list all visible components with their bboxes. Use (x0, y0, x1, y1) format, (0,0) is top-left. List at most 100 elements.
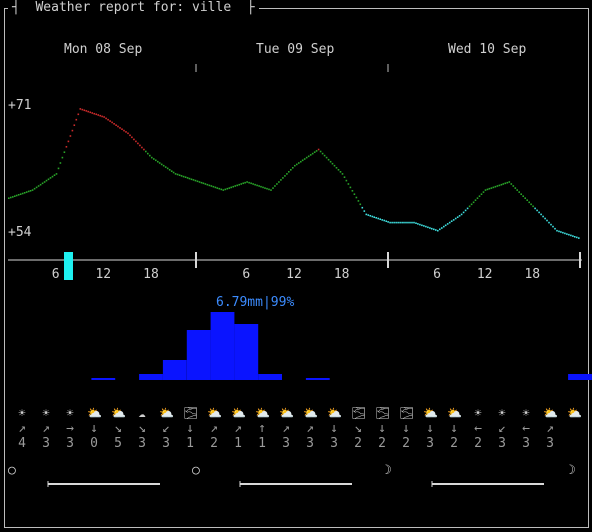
temperature-point (389, 221, 391, 224)
temperature-point (25, 191, 28, 193)
temperature-point (242, 182, 244, 185)
temperature-point (536, 209, 538, 212)
temperature-point (252, 183, 254, 185)
weather-condition-icon: ⛅ (111, 406, 126, 420)
daylight-bars (47, 481, 544, 487)
temperature-point (333, 164, 336, 167)
temperature-point (538, 211, 540, 214)
temperature-point (272, 187, 274, 189)
temperature-point (359, 203, 362, 206)
temperature-point (488, 187, 491, 190)
temperature-point (19, 193, 22, 195)
weather-condition-icon: ☀ (66, 406, 74, 420)
temperature-point (288, 171, 290, 173)
temperature-point (149, 154, 151, 157)
temperature-point (325, 156, 328, 159)
temperature-point (407, 221, 409, 224)
weather-condition-icon: ☁ (138, 406, 146, 420)
temperature-line (8, 108, 580, 239)
temperature-point (190, 178, 193, 181)
temperature-point (548, 221, 550, 224)
temperature-point (552, 225, 554, 228)
wind-direction-icon: ↓ (378, 421, 386, 436)
temperature-point (21, 192, 24, 195)
temperature-point (47, 178, 50, 181)
temp-max-label: +71 (8, 98, 32, 113)
temperature-point (155, 159, 157, 162)
temperature-point (472, 201, 475, 204)
temperature-point (258, 185, 260, 187)
temperature-point (208, 184, 211, 187)
temperature-point (224, 188, 227, 191)
temperature-point (168, 169, 171, 171)
temperature-point (15, 194, 18, 197)
temperature-point (256, 184, 258, 187)
temperature-point (77, 113, 80, 116)
temperature-point (512, 185, 515, 187)
temperature-point (111, 121, 113, 124)
temperature-point (417, 223, 419, 225)
temperature-point (99, 114, 101, 117)
weather-condition-icon: ⛅ (447, 406, 462, 420)
temperature-point (29, 190, 32, 192)
wind-speed-value: 0 (90, 436, 98, 451)
temperature-point (490, 187, 493, 189)
temperature-point (528, 201, 530, 204)
temperature-point (524, 197, 526, 199)
temperature-point (131, 136, 133, 139)
temperature-point (365, 213, 368, 216)
wind-speed-value: 2 (402, 436, 410, 451)
temperature-point (282, 177, 284, 179)
temperature-point (164, 166, 167, 168)
temperature-point (383, 219, 385, 222)
temperature-point (244, 181, 246, 184)
wind-speed-value: 3 (42, 436, 50, 451)
temperature-point (33, 187, 36, 190)
temperature-point (484, 189, 487, 191)
temperature-point (496, 185, 499, 187)
wind-direction-icon: ↗ (210, 421, 218, 436)
temperature-point (437, 229, 439, 232)
temperature-point (196, 180, 199, 183)
temperature-point (470, 203, 473, 206)
temperature-point (67, 140, 70, 143)
weather-condition-icon: ⛅ (159, 406, 174, 420)
temperature-point (294, 164, 296, 167)
hour-tick-labels: 6 12 18 6 12 18 6 12 18 (52, 267, 540, 282)
temperature-point (448, 221, 451, 224)
wind-direction-icon: ↗ (546, 421, 554, 436)
weather-condition-icon: 🌫 (351, 406, 367, 420)
wind-speed-value: 3 (138, 436, 146, 451)
temperature-point (357, 200, 360, 202)
wind-direction-icon: ↓ (186, 421, 194, 436)
temperature-point (468, 205, 471, 208)
temperature-point (81, 108, 84, 111)
wind-direction-icon: ↙ (498, 421, 506, 436)
temperature-point (158, 162, 161, 164)
hour-tick-label: 6 (433, 267, 441, 282)
temperature-point (129, 134, 131, 137)
temperature-point (206, 183, 209, 186)
temperature-point (341, 173, 344, 175)
temperature-point (218, 187, 221, 190)
temperature-point (574, 236, 576, 238)
wind-speed-value: 4 (18, 436, 26, 451)
wind-direction-icon: ↘ (138, 421, 146, 436)
temperature-point (522, 195, 524, 197)
temperature-point (127, 132, 129, 135)
temperature-point (222, 189, 225, 191)
temperature-point (391, 221, 393, 224)
temperature-point (516, 189, 518, 191)
temperature-point (246, 181, 248, 183)
temperature-point (160, 163, 163, 166)
wind-direction-icon: ↘ (114, 421, 122, 436)
temperature-point (182, 175, 185, 178)
temperature-point (429, 227, 431, 229)
temperature-point (204, 183, 207, 185)
temperature-point (363, 210, 366, 212)
weather-condition-icon: ⛅ (279, 406, 294, 420)
temperature-point (520, 193, 522, 195)
temperature-point (45, 179, 48, 182)
weather-condition-icon: ⛅ (255, 406, 270, 420)
wind-speed-value: 2 (210, 436, 218, 451)
